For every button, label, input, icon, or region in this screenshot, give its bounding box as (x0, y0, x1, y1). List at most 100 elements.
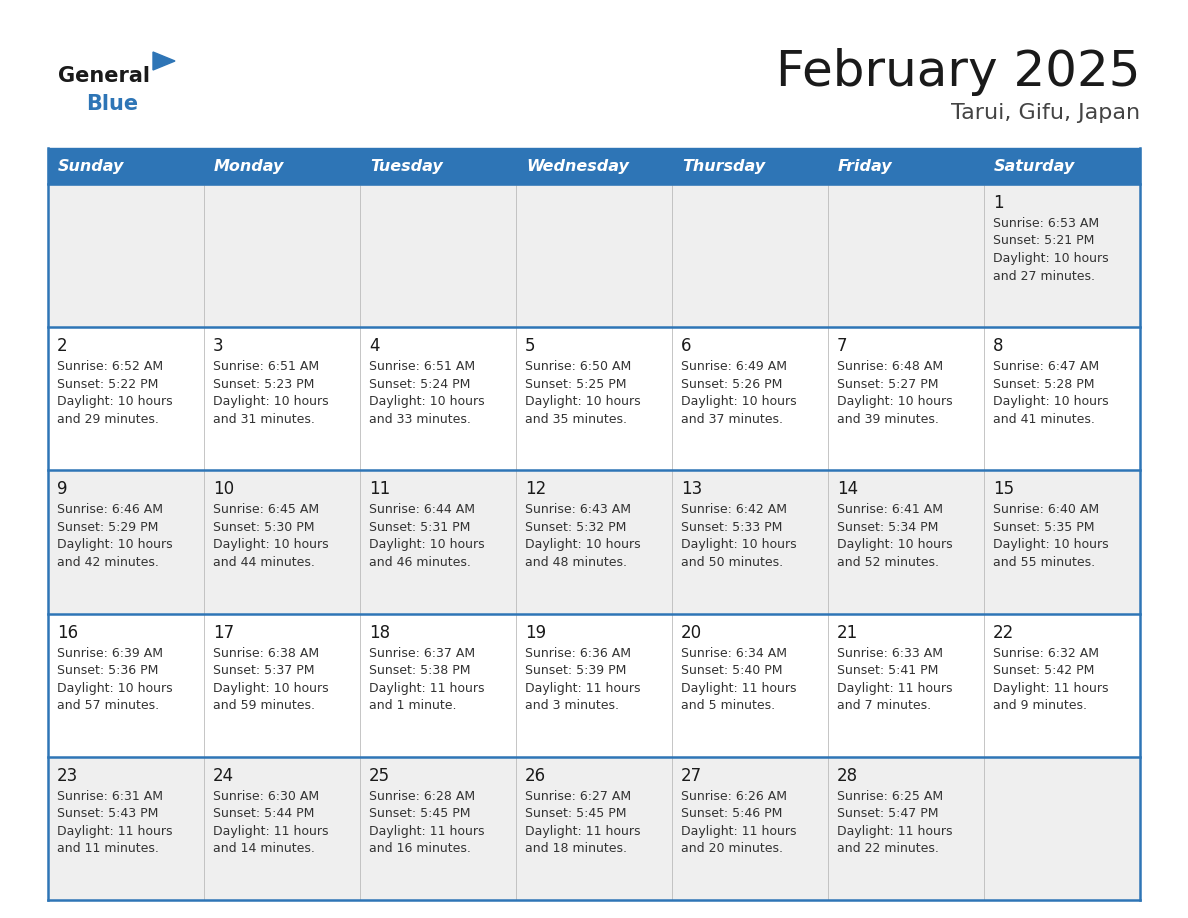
Text: Sunrise: 6:33 AM: Sunrise: 6:33 AM (838, 646, 943, 660)
Text: Wednesday: Wednesday (526, 159, 628, 174)
Text: 6: 6 (681, 337, 691, 355)
Text: Daylight: 11 hours: Daylight: 11 hours (525, 681, 640, 695)
Text: 10: 10 (213, 480, 234, 498)
Text: 1: 1 (993, 194, 1004, 212)
Text: Daylight: 11 hours: Daylight: 11 hours (213, 824, 329, 838)
Text: and 52 minutes.: and 52 minutes. (838, 556, 939, 569)
Text: and 7 minutes.: and 7 minutes. (838, 700, 931, 712)
Text: Daylight: 10 hours: Daylight: 10 hours (213, 538, 329, 552)
Text: Sunday: Sunday (58, 159, 125, 174)
Text: February 2025: February 2025 (776, 48, 1140, 96)
Text: Sunset: 5:30 PM: Sunset: 5:30 PM (213, 521, 315, 534)
Text: and 33 minutes.: and 33 minutes. (369, 413, 470, 426)
Text: and 59 minutes.: and 59 minutes. (213, 700, 315, 712)
Text: Sunrise: 6:48 AM: Sunrise: 6:48 AM (838, 360, 943, 374)
Text: and 1 minute.: and 1 minute. (369, 700, 456, 712)
Text: Daylight: 10 hours: Daylight: 10 hours (525, 538, 640, 552)
Text: 16: 16 (57, 623, 78, 642)
Text: Daylight: 11 hours: Daylight: 11 hours (681, 681, 796, 695)
Text: Sunrise: 6:45 AM: Sunrise: 6:45 AM (213, 503, 320, 517)
Text: 25: 25 (369, 767, 390, 785)
Text: and 16 minutes.: and 16 minutes. (369, 843, 470, 856)
Text: Sunset: 5:21 PM: Sunset: 5:21 PM (993, 234, 1094, 248)
Text: Sunrise: 6:26 AM: Sunrise: 6:26 AM (681, 789, 786, 803)
Text: Daylight: 11 hours: Daylight: 11 hours (369, 681, 485, 695)
Text: Daylight: 10 hours: Daylight: 10 hours (993, 396, 1108, 409)
Bar (48, 148, 1140, 184)
Text: and 14 minutes.: and 14 minutes. (213, 843, 315, 856)
Text: Daylight: 11 hours: Daylight: 11 hours (993, 681, 1108, 695)
Text: 9: 9 (57, 480, 68, 498)
Bar (48, 756, 1140, 900)
Text: 27: 27 (681, 767, 702, 785)
Text: Sunset: 5:24 PM: Sunset: 5:24 PM (369, 377, 470, 391)
Text: and 9 minutes.: and 9 minutes. (993, 700, 1087, 712)
Text: Sunrise: 6:50 AM: Sunrise: 6:50 AM (525, 360, 631, 374)
Text: Daylight: 11 hours: Daylight: 11 hours (57, 824, 172, 838)
Bar (48, 327, 1140, 470)
Text: Sunset: 5:22 PM: Sunset: 5:22 PM (57, 377, 158, 391)
Text: and 46 minutes.: and 46 minutes. (369, 556, 470, 569)
Text: Sunset: 5:29 PM: Sunset: 5:29 PM (57, 521, 158, 534)
Text: Daylight: 11 hours: Daylight: 11 hours (681, 824, 796, 838)
Text: Sunset: 5:23 PM: Sunset: 5:23 PM (213, 377, 315, 391)
Text: Daylight: 10 hours: Daylight: 10 hours (838, 538, 953, 552)
Text: Sunset: 5:26 PM: Sunset: 5:26 PM (681, 377, 783, 391)
Text: Daylight: 10 hours: Daylight: 10 hours (213, 396, 329, 409)
Polygon shape (153, 52, 175, 70)
Text: Daylight: 10 hours: Daylight: 10 hours (993, 538, 1108, 552)
Text: and 55 minutes.: and 55 minutes. (993, 556, 1095, 569)
Text: Sunrise: 6:41 AM: Sunrise: 6:41 AM (838, 503, 943, 517)
Text: Saturday: Saturday (994, 159, 1075, 174)
Text: 11: 11 (369, 480, 390, 498)
Text: Sunrise: 6:47 AM: Sunrise: 6:47 AM (993, 360, 1099, 374)
Text: Sunset: 5:42 PM: Sunset: 5:42 PM (993, 664, 1094, 677)
Text: 2: 2 (57, 337, 68, 355)
Text: Sunset: 5:39 PM: Sunset: 5:39 PM (525, 664, 626, 677)
Text: Sunset: 5:36 PM: Sunset: 5:36 PM (57, 664, 158, 677)
Text: and 29 minutes.: and 29 minutes. (57, 413, 159, 426)
Text: Tuesday: Tuesday (369, 159, 443, 174)
Bar (48, 613, 1140, 756)
Text: Sunrise: 6:49 AM: Sunrise: 6:49 AM (681, 360, 786, 374)
Text: Daylight: 10 hours: Daylight: 10 hours (993, 252, 1108, 265)
Text: 8: 8 (993, 337, 1004, 355)
Text: Sunrise: 6:30 AM: Sunrise: 6:30 AM (213, 789, 320, 803)
Text: Sunset: 5:37 PM: Sunset: 5:37 PM (213, 664, 315, 677)
Text: Sunset: 5:34 PM: Sunset: 5:34 PM (838, 521, 939, 534)
Text: Daylight: 10 hours: Daylight: 10 hours (838, 396, 953, 409)
Text: Sunset: 5:32 PM: Sunset: 5:32 PM (525, 521, 626, 534)
Text: Sunset: 5:46 PM: Sunset: 5:46 PM (681, 807, 783, 821)
Text: Sunrise: 6:28 AM: Sunrise: 6:28 AM (369, 789, 475, 803)
Text: Daylight: 10 hours: Daylight: 10 hours (681, 538, 797, 552)
Text: General: General (58, 66, 150, 86)
Text: 3: 3 (213, 337, 223, 355)
Text: and 50 minutes.: and 50 minutes. (681, 556, 783, 569)
Text: and 41 minutes.: and 41 minutes. (993, 413, 1095, 426)
Text: Sunrise: 6:53 AM: Sunrise: 6:53 AM (993, 217, 1099, 230)
Text: 20: 20 (681, 623, 702, 642)
Text: 14: 14 (838, 480, 858, 498)
Text: and 31 minutes.: and 31 minutes. (213, 413, 315, 426)
Text: Daylight: 10 hours: Daylight: 10 hours (57, 538, 172, 552)
Text: Sunset: 5:45 PM: Sunset: 5:45 PM (369, 807, 470, 821)
Text: and 57 minutes.: and 57 minutes. (57, 700, 159, 712)
Text: Daylight: 10 hours: Daylight: 10 hours (681, 396, 797, 409)
Text: Sunset: 5:43 PM: Sunset: 5:43 PM (57, 807, 158, 821)
Text: Sunrise: 6:39 AM: Sunrise: 6:39 AM (57, 646, 163, 660)
Text: Sunrise: 6:52 AM: Sunrise: 6:52 AM (57, 360, 163, 374)
Text: Daylight: 11 hours: Daylight: 11 hours (525, 824, 640, 838)
Text: and 5 minutes.: and 5 minutes. (681, 700, 775, 712)
Text: Sunset: 5:35 PM: Sunset: 5:35 PM (993, 521, 1094, 534)
Text: Sunrise: 6:44 AM: Sunrise: 6:44 AM (369, 503, 475, 517)
Text: Daylight: 10 hours: Daylight: 10 hours (369, 538, 485, 552)
Text: 22: 22 (993, 623, 1015, 642)
Text: Sunrise: 6:40 AM: Sunrise: 6:40 AM (993, 503, 1099, 517)
Text: Daylight: 11 hours: Daylight: 11 hours (369, 824, 485, 838)
Text: and 20 minutes.: and 20 minutes. (681, 843, 783, 856)
Text: Sunrise: 6:51 AM: Sunrise: 6:51 AM (369, 360, 475, 374)
Text: and 18 minutes.: and 18 minutes. (525, 843, 627, 856)
Text: and 42 minutes.: and 42 minutes. (57, 556, 159, 569)
Bar (48, 470, 1140, 613)
Text: and 44 minutes.: and 44 minutes. (213, 556, 315, 569)
